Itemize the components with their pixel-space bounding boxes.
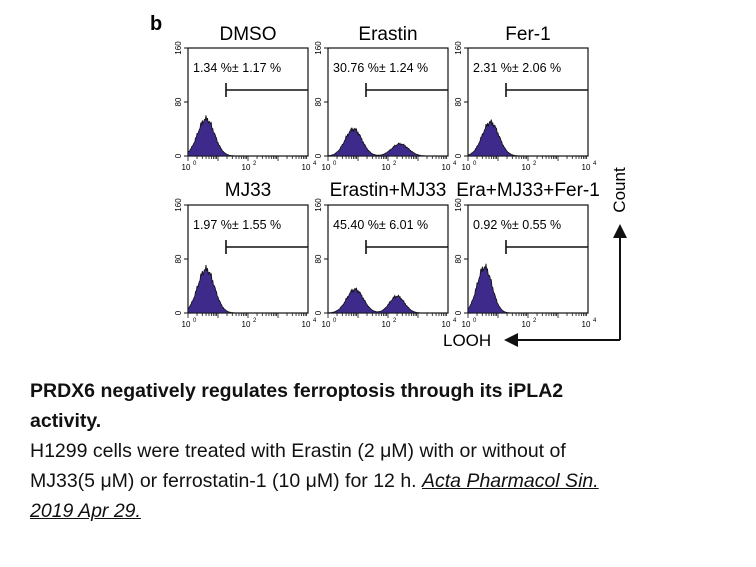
hist-6-xtick-exp: 0 [473, 318, 477, 324]
y-arrow-head [613, 224, 627, 238]
hist-4-ytick-label: 160 [174, 198, 183, 212]
hist-3-xtick-label: 10 [522, 163, 531, 172]
x-arrow-head [504, 333, 518, 347]
citation-link[interactable]: Acta Pharmacol Sin. [422, 470, 599, 492]
hist-1-ytick-label: 0 [174, 153, 183, 158]
hist-3-xtick-exp: 0 [473, 161, 477, 167]
hist-4-xtick-label: 10 [242, 320, 251, 329]
hist-5-xtick-label: 10 [442, 320, 451, 329]
caption-title-line2: activity. [30, 410, 102, 432]
hist-2-title: Erastin [358, 24, 417, 45]
hist-5-ytick-label: 80 [314, 254, 323, 263]
caption-body-line2: MJ33(5 μM) or ferrostatin-1 (10 μM) for … [30, 466, 730, 496]
hist-3-ytick-label: 160 [454, 41, 463, 55]
hist-1-annotation: 1.34 %± 1.17 % [193, 61, 281, 75]
hist-4-ytick-label: 0 [174, 310, 183, 315]
hist-1-xtick-label: 10 [242, 163, 251, 172]
hist-4-xtick-exp: 4 [313, 318, 317, 324]
figure-caption: PRDX6 negatively regulates ferroptosis t… [30, 376, 730, 526]
hist-6-xtick-label: 10 [522, 320, 531, 329]
hist-2-ytick-label: 160 [314, 41, 323, 55]
hist-5-xtick-label: 10 [382, 320, 391, 329]
hist-3-xtick-exp: 4 [593, 161, 597, 167]
hist-3-annotation: 2.31 %± 2.06 % [473, 61, 561, 75]
hist-5-annotation: 45.40 %± 6.01 % [333, 218, 428, 232]
hist-5-title: Erastin+MJ33 [330, 180, 447, 201]
hist-6-xtick-exp: 4 [593, 318, 597, 324]
hist-1-xtick-label: 10 [302, 163, 311, 172]
hist-2-xtick-label: 10 [382, 163, 391, 172]
hist-6-xtick-exp: 2 [533, 318, 537, 324]
hist-1-xtick-label: 10 [182, 163, 191, 172]
caption-body-line1: H1299 cells were treated with Erastin (2… [30, 440, 566, 462]
hist-4-xtick-label: 10 [302, 320, 311, 329]
hist-5-xtick-exp: 4 [453, 318, 457, 324]
hist-4-xtick-exp: 2 [253, 318, 257, 324]
hist-3-xtick-label: 10 [462, 163, 471, 172]
hist-6-annotation: 0.92 %± 0.55 % [473, 218, 561, 232]
hist-5-ytick-label: 0 [314, 310, 323, 315]
hist-1-title: DMSO [220, 24, 277, 45]
panel-letter: b [150, 13, 162, 35]
hist-1-ytick-label: 80 [174, 97, 183, 106]
hist-6-xtick-label: 10 [582, 320, 591, 329]
hist-5-xtick-exp: 0 [333, 318, 337, 324]
hist-2-ytick-label: 0 [314, 153, 323, 158]
hist-4-annotation: 1.97 %± 1.55 % [193, 218, 281, 232]
hist-6-ytick-label: 0 [454, 310, 463, 315]
hist-5-histogram [327, 287, 448, 314]
hist-6-xtick-label: 10 [462, 320, 471, 329]
hist-5-ytick-label: 160 [314, 198, 323, 212]
hist-3-xtick-exp: 2 [533, 161, 537, 167]
citation-date[interactable]: 2019 Apr 29. [30, 500, 141, 522]
caption-title-line1: PRDX6 negatively regulates ferroptosis t… [30, 380, 564, 402]
hist-4-xtick-exp: 0 [193, 318, 197, 324]
hist-6-ytick-label: 80 [454, 254, 463, 263]
hist-5-xtick-exp: 2 [393, 318, 397, 324]
hist-4-histogram [187, 264, 308, 314]
hist-2-xtick-exp: 0 [333, 161, 337, 167]
hist-1-xtick-exp: 4 [313, 161, 317, 167]
hist-2-xtick-exp: 4 [453, 161, 457, 167]
hist-2-xtick-label: 10 [442, 163, 451, 172]
hist-3-title: Fer-1 [505, 24, 550, 45]
hist-2-annotation: 30.76 %± 1.24 % [333, 61, 428, 75]
hist-1-ytick-label: 160 [174, 41, 183, 55]
hist-2-ytick-label: 80 [314, 97, 323, 106]
hist-4-title: MJ33 [225, 180, 271, 201]
hist-3-ytick-label: 0 [454, 153, 463, 158]
hist-6-histogram [467, 263, 588, 314]
x-axis-label: LOOH [443, 331, 491, 350]
hist-3-histogram [467, 119, 588, 157]
hist-3-xtick-label: 10 [582, 163, 591, 172]
hist-1-histogram [187, 115, 308, 157]
hist-4-xtick-label: 10 [182, 320, 191, 329]
hist-2-xtick-exp: 2 [393, 161, 397, 167]
caption-body-line3: 2019 Apr 29. [30, 496, 730, 526]
hist-6-ytick-label: 160 [454, 198, 463, 212]
y-axis-label: Count [610, 167, 629, 213]
hist-1-xtick-exp: 0 [193, 161, 197, 167]
hist-5-xtick-label: 10 [322, 320, 331, 329]
hist-3-ytick-label: 80 [454, 97, 463, 106]
hist-2-histogram [327, 127, 448, 157]
hist-6-title: Era+MJ33+Fer-1 [456, 180, 600, 201]
hist-2-xtick-label: 10 [322, 163, 331, 172]
hist-4-ytick-label: 80 [174, 254, 183, 263]
hist-1-xtick-exp: 2 [253, 161, 257, 167]
caption-body-text: MJ33(5 μM) or ferrostatin-1 (10 μM) for … [30, 470, 422, 492]
